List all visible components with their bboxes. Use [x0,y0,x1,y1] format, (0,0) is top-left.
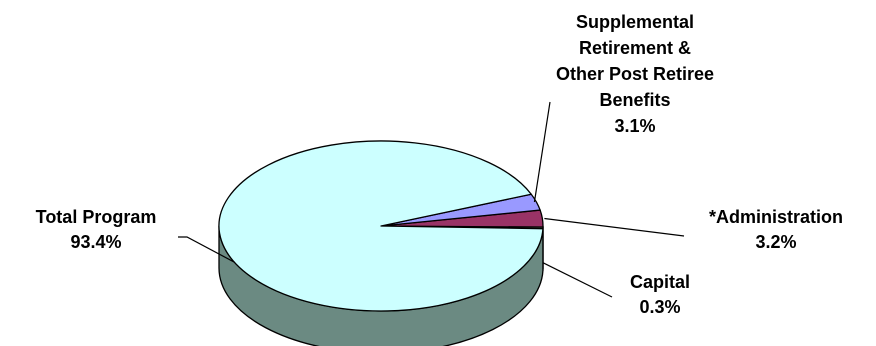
leader-line-supplemental-retirement-other-post-retiree-benefits [533,101,551,203]
label-total-program-name: Total Program [35,207,157,227]
label-capital-name: Capital [629,272,690,292]
label-supplemental-retirement: Supplemental Retirement & Other Post Ret… [555,9,715,139]
label-total-program: Total Program 93.4% [8,205,184,255]
leader-line-administration [544,217,685,237]
label-administration: *Administration 3.2% [678,205,874,255]
label-administration-value: 3.2% [755,232,797,252]
label-capital-value: 0.3% [639,297,681,317]
pie-slice-total-program [218,140,544,312]
label-administration-name: *Administration [708,207,843,227]
label-supplemental-retirement-value: 3.1% [614,116,656,136]
leader-line-capital [542,262,613,298]
label-supplemental-retirement-name: Supplemental Retirement & Other Post Ret… [555,12,715,110]
leader-line-total-program [178,236,235,263]
label-capital: Capital 0.3% [610,270,710,320]
label-total-program-value: 93.4% [70,232,122,252]
